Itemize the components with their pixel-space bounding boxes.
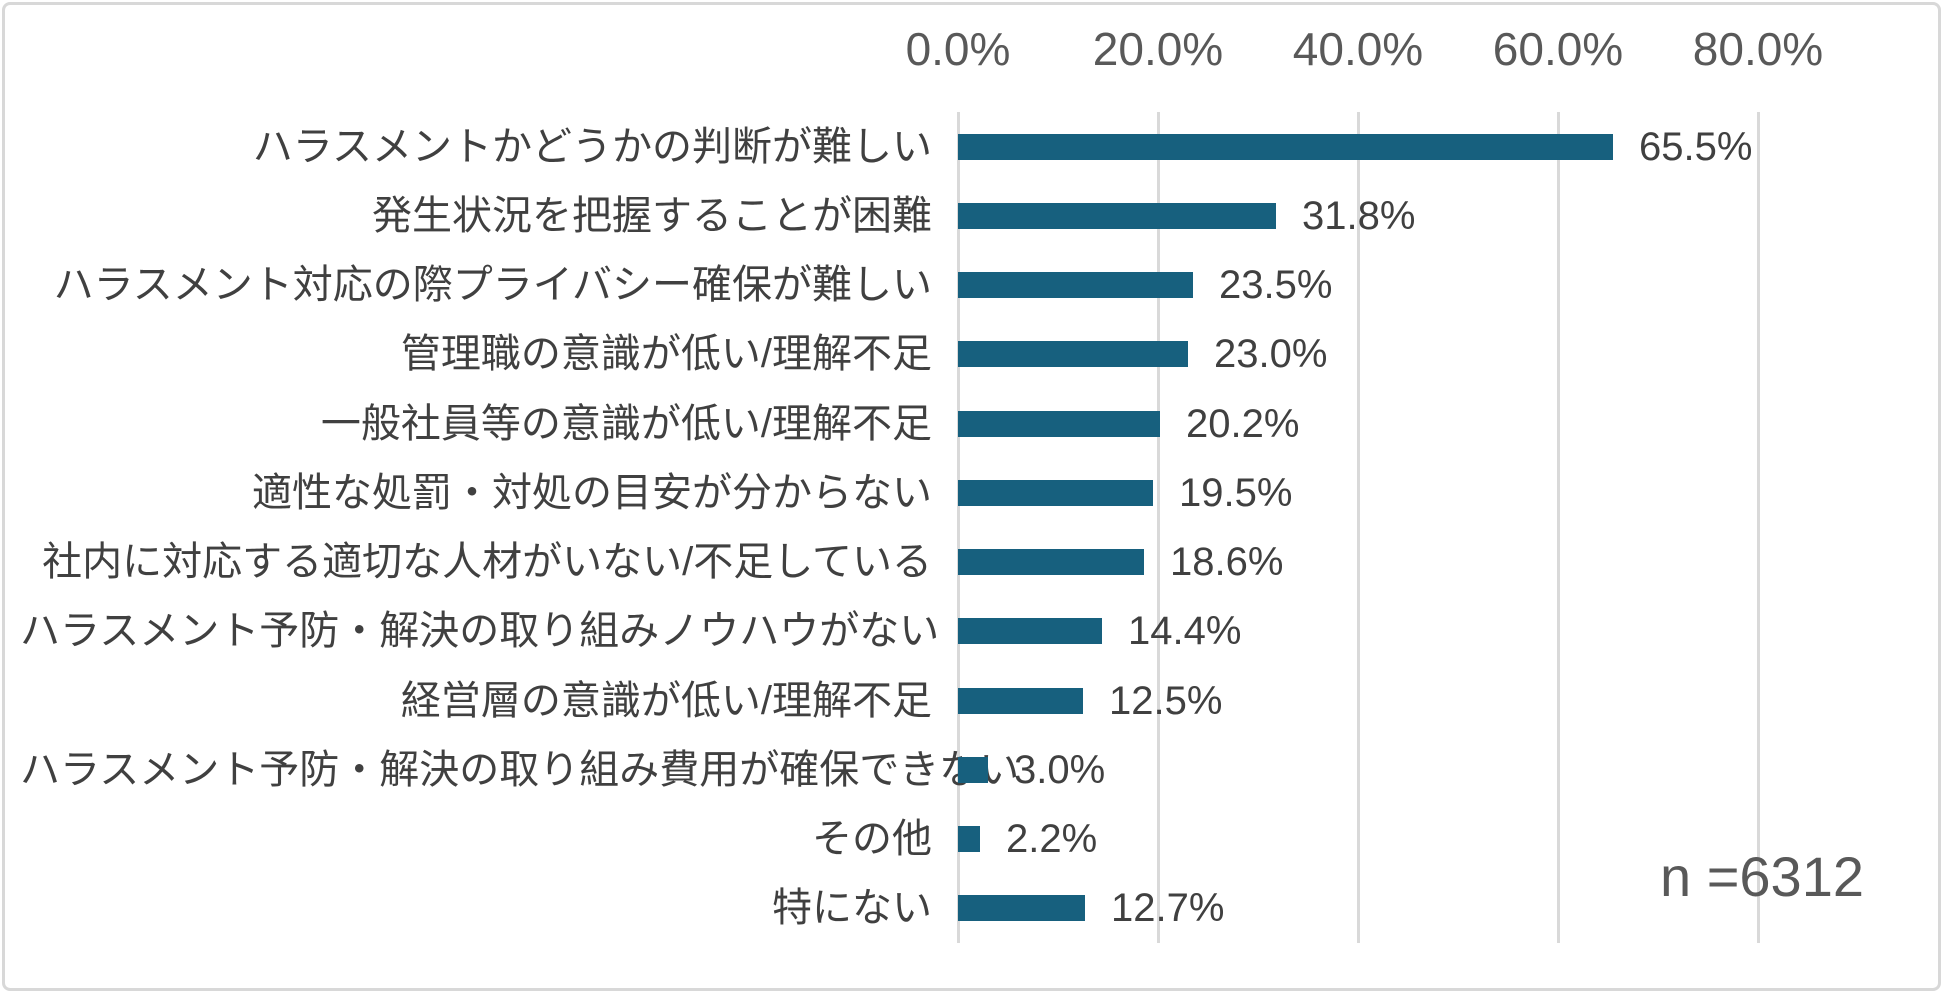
category-label: 管理職の意識が低い/理解不足 bbox=[400, 332, 932, 377]
gridline bbox=[956, 112, 960, 943]
x-axis-tick-label: 0.0% bbox=[905, 23, 1011, 75]
bar bbox=[958, 895, 1085, 922]
value-label: 20.2% bbox=[1186, 401, 1300, 446]
category-label: 適性な処罰・対処の目安が分からない bbox=[252, 470, 932, 515]
bar bbox=[958, 826, 980, 853]
bar bbox=[958, 479, 1153, 506]
value-label: 65.5% bbox=[1639, 124, 1753, 169]
bar bbox=[958, 341, 1188, 368]
value-label: 19.5% bbox=[1179, 470, 1293, 515]
value-label: 31.8% bbox=[1302, 193, 1416, 238]
value-label: 23.0% bbox=[1214, 332, 1328, 377]
bar bbox=[958, 202, 1276, 229]
category-label: ハラスメント予防・解決の取り組み費用が確保できない bbox=[20, 747, 1020, 792]
value-label: 12.7% bbox=[1111, 886, 1225, 931]
bar bbox=[958, 272, 1193, 299]
value-label: 14.4% bbox=[1128, 609, 1242, 654]
x-axis-tick-label: 40.0% bbox=[1292, 23, 1424, 75]
category-label: ハラスメントかどうかの判断が難しい bbox=[252, 124, 932, 169]
sample-size-label: n =6312 bbox=[1660, 845, 1864, 908]
category-label: ハラスメント予防・解決の取り組みノウハウがない bbox=[20, 609, 940, 654]
x-axis-tick-label: 80.0% bbox=[1692, 23, 1824, 75]
bar bbox=[958, 133, 1613, 160]
x-axis-tick-label: 20.0% bbox=[1092, 23, 1224, 75]
gridline bbox=[1156, 112, 1160, 943]
category-label: 社内に対応する適切な人材がいない/不足している bbox=[42, 540, 932, 585]
bar bbox=[958, 618, 1102, 645]
category-label: 特にない bbox=[772, 886, 932, 931]
x-axis-tick-label: 60.0% bbox=[1492, 23, 1624, 75]
bar bbox=[958, 687, 1083, 714]
gridline bbox=[1356, 112, 1360, 943]
category-label: 一般社員等の意識が低い/理解不足 bbox=[320, 401, 932, 446]
bar bbox=[958, 410, 1160, 437]
value-label: 3.0% bbox=[1014, 747, 1106, 792]
value-label: 2.2% bbox=[1006, 817, 1098, 862]
bar bbox=[958, 756, 988, 783]
value-label: 12.5% bbox=[1109, 678, 1223, 723]
bar bbox=[958, 549, 1144, 576]
value-label: 18.6% bbox=[1170, 540, 1284, 585]
gridline bbox=[1756, 112, 1760, 943]
category-label: 発生状況を把握することが困難 bbox=[372, 193, 932, 238]
category-label: その他 bbox=[812, 817, 932, 862]
category-label: 経営層の意識が低い/理解不足 bbox=[400, 678, 932, 723]
value-label: 23.5% bbox=[1219, 263, 1333, 308]
category-label: ハラスメント対応の際プライバシー確保が難しい bbox=[53, 263, 932, 308]
gridline bbox=[1556, 112, 1560, 943]
